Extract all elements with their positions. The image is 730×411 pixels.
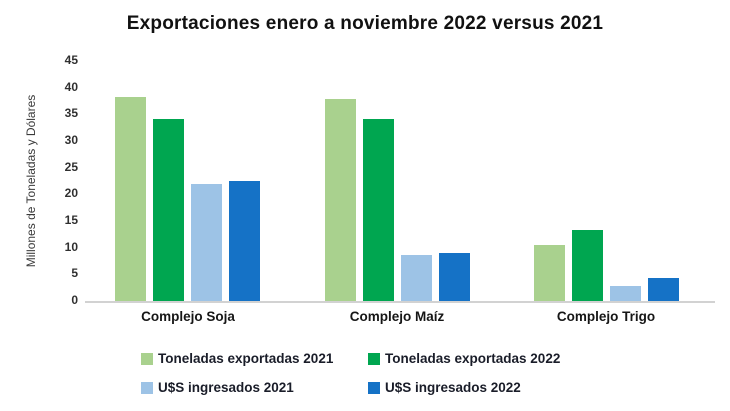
bar (572, 229, 603, 301)
plot-area (85, 61, 715, 303)
y-tick-label: 10 (64, 239, 78, 254)
legend-label: Toneladas exportadas 2022 (385, 351, 561, 366)
legend-swatch-icon (368, 352, 380, 365)
y-tick-label: 15 (64, 213, 78, 227)
y-tick-label: 40 (64, 79, 78, 94)
bar (400, 254, 432, 301)
bar (534, 245, 565, 301)
y-tick-label: 20 (64, 186, 78, 201)
y-tick-label: 45 (64, 53, 78, 67)
y-tick-label: 0 (71, 293, 78, 307)
legend-item: Toneladas exportadas 2022 (368, 351, 560, 366)
y-tick-label: 25 (64, 159, 78, 174)
bar (648, 277, 679, 301)
y-tick-label: 30 (64, 133, 78, 147)
category-label: Complejo Trigo (556, 309, 656, 324)
bar (610, 285, 641, 301)
bar (438, 253, 470, 301)
bar (229, 181, 260, 301)
category-label: Complejo Soja (141, 309, 235, 324)
x-axis-category-labels: Complejo Soja Complejo Maíz Complejo Trigo (115, 309, 679, 324)
y-tick-label: 35 (64, 106, 78, 121)
bar (191, 184, 222, 301)
legend-swatch-icon (141, 352, 153, 365)
legend-label: U$S ingresados 2021 (158, 380, 294, 395)
bar (153, 118, 184, 301)
legend-label: U$S ingresados 2022 (385, 380, 521, 395)
bar-groups (115, 61, 679, 301)
y-axis-label: Millones de Toneladas y Dólares (24, 94, 38, 268)
category-label: Complejo Maíz (349, 309, 445, 324)
legend: Toneladas exportadas 2021 Toneladas expor… (141, 351, 560, 395)
legend-item: Toneladas exportadas 2021 (141, 351, 368, 366)
legend-item: U$S ingresados 2021 (141, 380, 368, 395)
bar (324, 99, 356, 301)
legend-swatch-icon (141, 381, 153, 394)
bar-group (324, 61, 470, 301)
bar (115, 97, 146, 301)
y-tick-label: 5 (71, 266, 78, 281)
bar-group (534, 61, 679, 301)
bar (362, 118, 394, 301)
legend-label: Toneladas exportadas 2021 (158, 351, 334, 366)
legend-item: U$S ingresados 2022 (368, 380, 560, 395)
bar-group (115, 61, 260, 301)
legend-swatch-icon (368, 381, 380, 394)
chart-title: Exportaciones enero a noviembre 2022 ver… (126, 13, 604, 34)
